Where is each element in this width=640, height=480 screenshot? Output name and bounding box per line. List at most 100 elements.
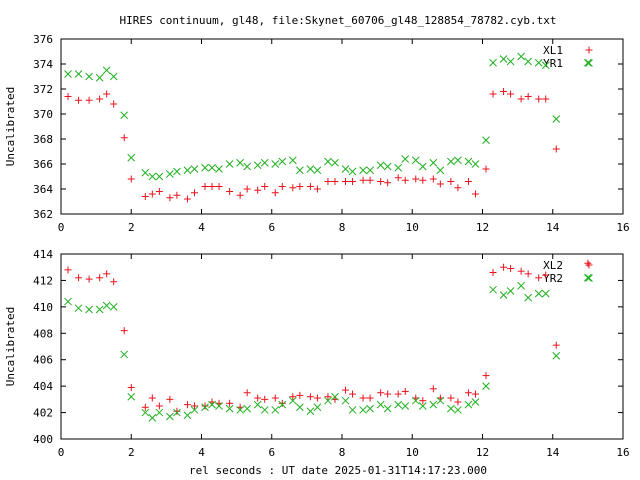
lower-series-1-point — [584, 259, 592, 267]
upper-y-tick-label: 368 — [33, 133, 53, 146]
upper-series-2-point — [366, 166, 374, 175]
upper-series-2-point — [534, 58, 543, 67]
upper-series-2-point — [74, 70, 83, 78]
lower-series-1-point — [489, 269, 497, 276]
upper-series-2-point — [173, 167, 181, 176]
upper-x-tick-label: 14 — [546, 221, 560, 234]
upper-series-2-point — [482, 136, 490, 145]
upper-series-2-point — [215, 165, 223, 173]
lower-series-1-point — [507, 265, 515, 273]
upper-y-tick-label: 376 — [33, 33, 53, 46]
upper-series-2-point — [524, 57, 533, 66]
upper-series-1-point — [471, 190, 479, 198]
lower-plot-frame — [60, 253, 624, 440]
upper-series-1-point — [155, 188, 163, 195]
lower-series-2-point — [260, 406, 269, 414]
lower-y-tick-label: 414 — [33, 248, 53, 261]
lower-series-2-point — [383, 404, 392, 413]
lower-series-2-point — [278, 400, 287, 409]
upper-series-2-point — [109, 72, 118, 81]
lower-series-2-point — [288, 396, 297, 405]
upper-series-2-point — [166, 170, 174, 178]
upper-x-tick-label: 12 — [476, 221, 489, 234]
lower-series-2-point — [295, 403, 304, 412]
lower-series-2-point — [236, 406, 244, 414]
upper-series-2-point — [411, 156, 420, 165]
upper-series-2-point — [236, 158, 244, 167]
lower-x-tick-label: 2 — [128, 446, 135, 459]
lower-x-tick-label: 14 — [546, 446, 560, 459]
lower-series-1-point — [173, 407, 181, 415]
lower-series-2-point — [183, 411, 192, 420]
lower-series-1-point — [454, 398, 462, 406]
lower-y-tick-label: 400 — [33, 433, 53, 446]
upper-series-1-point — [201, 183, 209, 190]
upper-series-2-point — [183, 166, 192, 175]
upper-series-2-point — [552, 115, 561, 123]
upper-series-2-point — [454, 156, 462, 165]
upper-y-tick-label: 370 — [33, 108, 53, 121]
lower-series-1-point — [366, 394, 374, 402]
lower-series-2-point — [366, 404, 374, 413]
upper-x-tick-label: 0 — [58, 221, 65, 234]
upper-series-1-point — [296, 183, 304, 190]
upper-series-2-point — [141, 168, 150, 177]
upper-series-1-point — [482, 165, 490, 173]
upper-series-1-point — [127, 175, 135, 183]
lower-series-1-point — [96, 274, 104, 282]
lower-series-2-point — [225, 404, 234, 413]
upper-series-2-point — [436, 166, 445, 175]
lower-series-2-point — [141, 408, 150, 417]
lower-series-2-point — [552, 351, 561, 360]
lower-series-1-point — [75, 274, 83, 282]
upper-y-tick-label: 366 — [33, 158, 53, 171]
lower-x-tick-label: 10 — [406, 446, 419, 459]
upper-panel: 0 2 4 6 8 10 12 14 16 362 364 366 368 370 372 374 376 Un… — [4, 33, 630, 234]
lower-series-2-point — [173, 408, 181, 417]
lower-y-tick-label: 410 — [33, 301, 53, 314]
lower-series-2-point — [517, 281, 525, 290]
upper-series-2-point — [295, 166, 304, 175]
lower-series-2-point — [324, 396, 332, 405]
lower-series-2-point — [464, 400, 473, 409]
upper-series-1-point — [120, 134, 128, 142]
upper-x-tick-label: 16 — [616, 221, 629, 234]
upper-series-2-point — [85, 72, 93, 81]
upper-series-2-point — [253, 161, 262, 170]
upper-x-tick-label: 6 — [268, 221, 275, 234]
upper-series-2-point — [394, 163, 403, 172]
lower-legend-marker — [585, 274, 593, 282]
lower-series-2-point — [534, 289, 543, 298]
upper-series-2-point — [489, 58, 497, 67]
lower-series-1-point — [349, 390, 357, 398]
lower-series-1-point — [64, 266, 72, 274]
upper-legend-label: XL1 — [543, 44, 563, 57]
upper-series-1-point — [243, 185, 251, 193]
lower-y-tick-label: 406 — [33, 354, 53, 367]
upper-series-2-point — [418, 162, 427, 171]
lower-series-2-point — [506, 287, 515, 295]
lower-series-2-point — [348, 406, 357, 414]
upper-series-1-point — [394, 174, 402, 182]
lower-series-2-point — [401, 402, 410, 410]
upper-series-2-point — [464, 157, 473, 166]
lower-series-2-point — [418, 402, 427, 410]
upper-series-1-point — [489, 90, 497, 98]
upper-series-2-point — [208, 163, 216, 172]
lower-series-1-point — [464, 389, 472, 397]
upper-series-2-point — [313, 166, 322, 175]
upper-series-1-point — [289, 184, 297, 192]
upper-series-2-point — [148, 172, 157, 181]
lower-series-2-point — [436, 396, 445, 405]
lower-series-1-point — [141, 403, 149, 411]
lower-series-2-point — [359, 406, 367, 414]
lower-series-1-point — [190, 402, 198, 410]
upper-series-2-point — [190, 165, 199, 173]
lower-panel: 0 2 4 6 8 10 12 14 16 400 402 404 406 408 410 412 414 Un… — [4, 248, 630, 459]
upper-series-1-point — [190, 189, 198, 197]
upper-series-2-point — [278, 157, 287, 166]
upper-series-1-point — [429, 175, 437, 183]
lower-series-1-point — [524, 270, 532, 278]
lower-series-2-point — [471, 398, 480, 406]
